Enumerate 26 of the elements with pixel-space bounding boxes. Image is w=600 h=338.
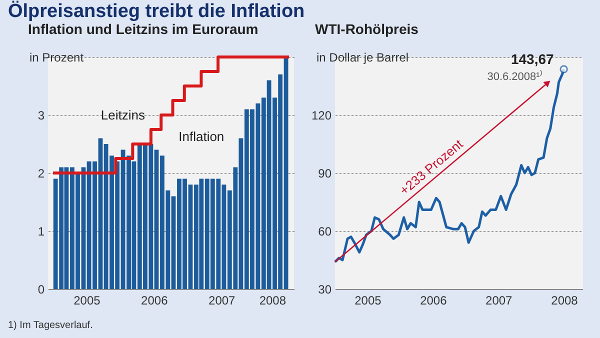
x-tick-label: 2006 [420,294,448,308]
x-tick-label: 2007 [208,294,236,308]
x-tick-label: 2007 [486,294,513,308]
y-tick-label: 120 [311,108,332,122]
y-tick-label: 0 [38,282,45,296]
y-tick-label: 1 [38,224,45,238]
chart-subtitle: Inflation und Leitzins im Euroraum [28,21,258,37]
x-tick-label: 2008 [259,294,286,308]
annotation: 30.6.2008¹⁾ [487,70,542,84]
y-axis-title: in Prozent [30,50,84,64]
series-label: Leitzins [100,108,146,122]
y-tick-label: 90 [318,166,332,180]
x-tick-label: 2005 [74,294,101,308]
y-tick-label: 60 [318,224,332,238]
y-tick-label: 2 [38,166,45,180]
y-tick-label: 30 [318,282,332,296]
x-tick-label: 2005 [354,294,382,308]
y-tick-label: 3 [38,108,45,122]
chart-title: WTI-Rohölpreis [315,21,419,37]
chart-title: Ölpreisanstieg treibt die Inflation [8,0,305,22]
text: 1) Im Tagesverlauf. [8,320,93,331]
series-label: Inflation [178,128,224,144]
x-tick-label: 2006 [141,294,168,308]
y-axis-title: in Dollar je Barrel [316,50,409,64]
annotation: 143,67 [510,51,554,68]
x-tick-label: 2008 [551,294,578,308]
